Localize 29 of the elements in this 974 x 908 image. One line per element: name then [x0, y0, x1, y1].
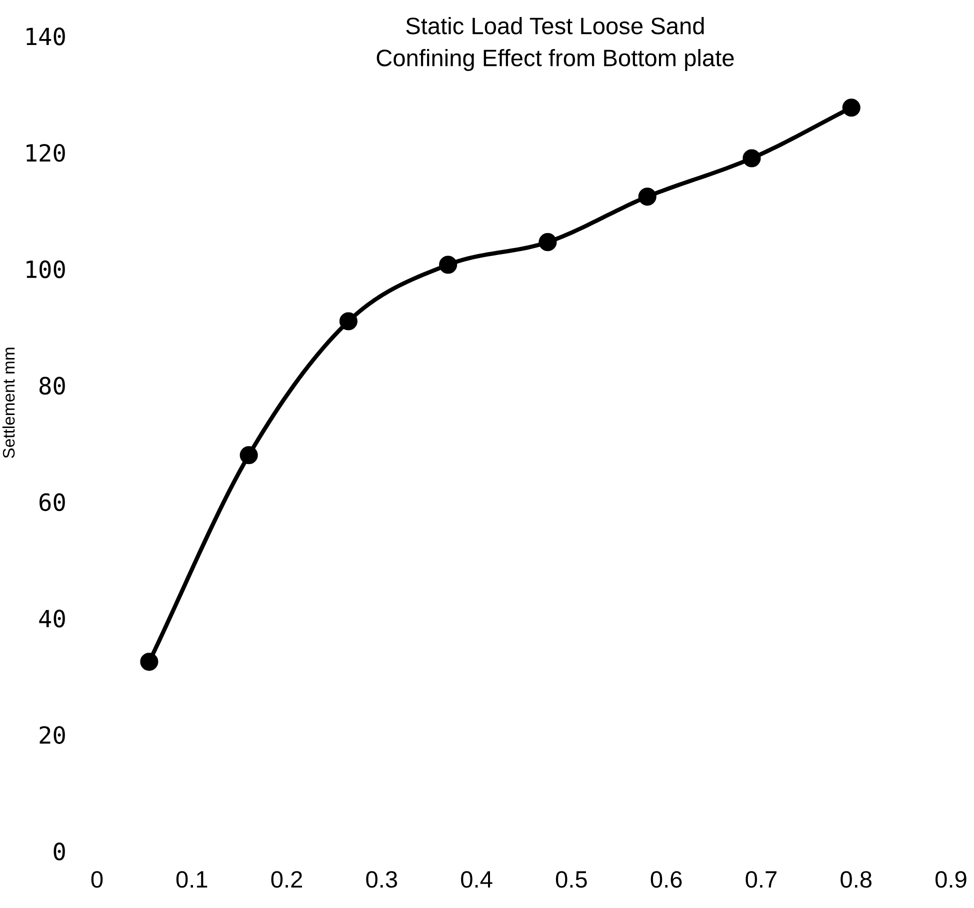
y-tick-label: 140 — [26, 28, 65, 46]
point — [538, 233, 557, 252]
x-tick-label: 0.8 — [840, 871, 872, 888]
point — [742, 149, 761, 168]
x-tick-label: 0.5 — [556, 871, 587, 888]
y-tick-label: 40 — [39, 610, 65, 628]
point — [339, 312, 358, 330]
point — [638, 188, 656, 206]
y-tick-label: 100 — [26, 260, 65, 278]
x-tick-label: 0.9 — [936, 871, 966, 888]
y-tick-label: 120 — [26, 144, 65, 162]
point — [842, 98, 860, 117]
x-tick-label: 0.7 — [746, 871, 776, 888]
point — [439, 256, 458, 274]
y-tick-label: 20 — [40, 726, 65, 744]
chart-title: Static Load Test Loose Sand — [406, 16, 704, 34]
y-tick-label: 80 — [40, 376, 65, 395]
y-tick-label: 0 — [54, 842, 65, 860]
x-tick-label: 0.6 — [650, 871, 682, 888]
x-tick-label: 0.1 — [176, 871, 208, 888]
x-tick-label: 0.4 — [461, 871, 492, 888]
chart-subtitle: Confining Effect from Bottom plate — [376, 48, 734, 72]
y-axis-title: Settlement mm — [2, 348, 15, 458]
y-tick-label: 60 — [40, 493, 65, 512]
x-tick-label: 0.2 — [271, 871, 302, 888]
point — [140, 652, 158, 671]
point — [240, 446, 258, 464]
x-tick-label: 0 — [91, 871, 103, 888]
x-tick-label: 0.3 — [366, 871, 398, 888]
